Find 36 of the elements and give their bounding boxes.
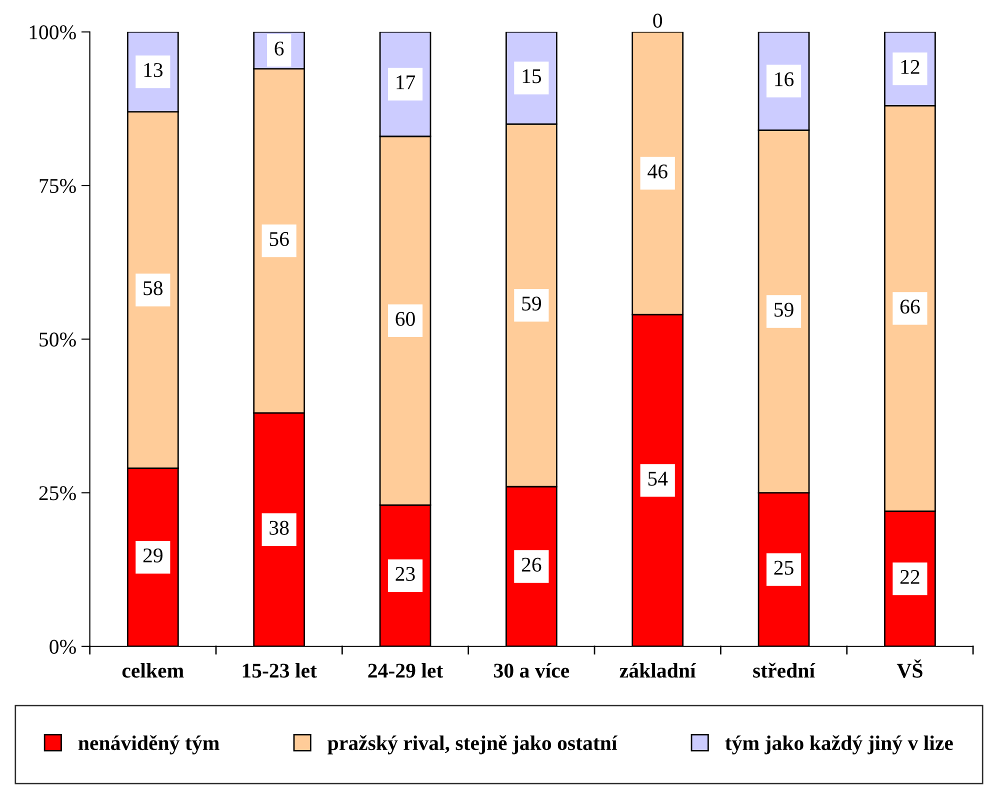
data-label: 58 (144, 281, 163, 296)
data-label: 0 (653, 14, 662, 28)
data-label: 26 (522, 558, 542, 572)
legend-label: pražský rival, stejně jako ostatní (328, 735, 618, 754)
data-label: 54 (648, 472, 668, 486)
x-tick-label: VŠ (896, 659, 922, 678)
data-label: 38 (270, 520, 289, 535)
data-label: 66 (900, 300, 920, 314)
x-tick-label: základní (620, 663, 696, 678)
x-tick-label: střední (753, 662, 816, 678)
x-tick-label: celkem (122, 663, 184, 678)
data-label: 23 (396, 566, 415, 581)
y-tick-label: 75% (40, 178, 76, 194)
data-label: 60 (396, 312, 415, 326)
data-label: 16 (775, 72, 794, 86)
data-label: 13 (144, 63, 163, 78)
data-label: 46 (648, 164, 668, 178)
legend-label: nenáviděný tým (78, 735, 220, 754)
data-label: 25 (774, 560, 794, 575)
data-label: 15 (522, 69, 542, 84)
x-tick-label: 30 a více (494, 663, 570, 678)
x-tick-label: 24-29 let (368, 663, 444, 678)
data-label: 59 (522, 296, 541, 311)
legend-label: tým jako každý jiný v lize (725, 735, 953, 754)
data-label: 29 (143, 548, 162, 562)
y-tick-label: 50% (40, 332, 76, 347)
data-label: 22 (900, 570, 920, 584)
data-label: 17 (396, 75, 416, 90)
y-tick-label: 25% (39, 486, 76, 500)
x-tick-label: 15-23 let (242, 663, 317, 678)
y-tick-label: 100% (30, 25, 76, 40)
data-label: 6 (274, 42, 284, 56)
data-label: 12 (901, 60, 920, 74)
data-label: 56 (270, 232, 289, 246)
data-label: 59 (774, 302, 794, 317)
y-tick-label: 0% (50, 640, 76, 654)
